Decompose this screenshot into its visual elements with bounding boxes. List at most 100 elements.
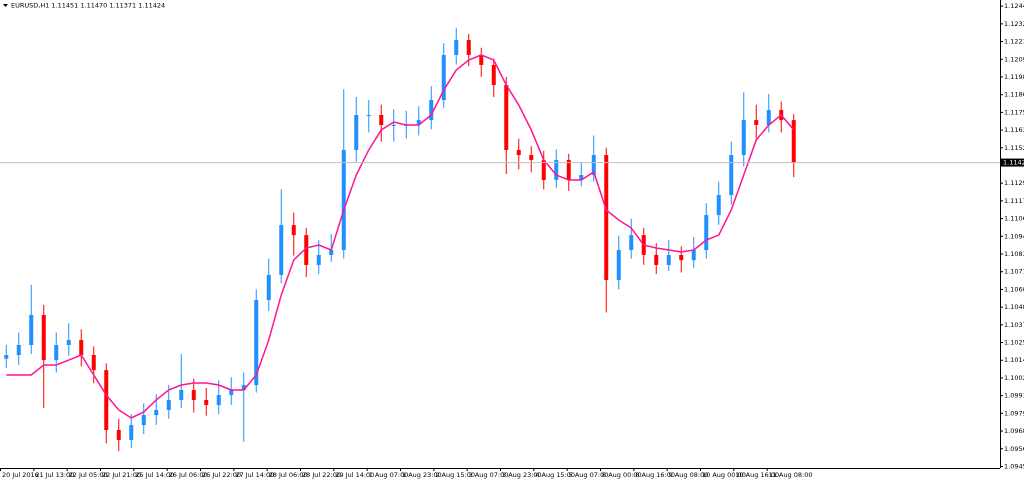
y-tick-label: 1.11060 — [1004, 215, 1024, 223]
y-tick-label: 1.10715 — [1004, 268, 1024, 276]
menu-triangle — [3, 4, 8, 7]
candle-body — [791, 120, 796, 163]
candle-body — [66, 340, 71, 345]
y-tick-label: 1.09565 — [1004, 445, 1024, 453]
y-tick-label: 1.11635 — [1004, 126, 1024, 134]
y-tick-label: 1.11290 — [1004, 179, 1024, 187]
x-tick-label: 29 Jul 14:00 — [335, 471, 374, 479]
candle-body — [216, 395, 221, 406]
candle-body — [766, 110, 771, 126]
x-tick-label: 9 Aug 08:00 — [669, 471, 709, 479]
candle-body — [716, 195, 721, 216]
candle-body — [41, 314, 46, 361]
y-tick-label: 1.11175 — [1004, 197, 1024, 205]
x-tick-label: 10 Aug 16:00 — [735, 471, 779, 479]
y-tick-label: 1.10025 — [1004, 374, 1024, 382]
candle-body — [316, 254, 321, 265]
current-price-box — [1001, 158, 1024, 167]
candle-body — [629, 235, 634, 251]
candle-body — [141, 415, 146, 426]
y-tick-label: 1.10600 — [1004, 285, 1024, 293]
y-tick-label: 1.09450 — [1004, 462, 1024, 470]
x-tick-label: 22 Jul 21:00 — [102, 471, 141, 479]
candle-body — [391, 125, 396, 127]
candle-body — [329, 250, 334, 255]
candle-body — [204, 399, 209, 406]
x-tick-label: 22 Jul 05:00 — [69, 471, 108, 479]
y-tick-label: 1.12095 — [1004, 55, 1024, 63]
y-tick-label: 1.10830 — [1004, 250, 1024, 258]
candle-body — [191, 389, 196, 400]
y-tick-label: 1.10945 — [1004, 232, 1024, 240]
candle-body — [566, 159, 571, 180]
candle-body — [116, 429, 121, 440]
candle-body — [479, 54, 484, 65]
x-tick-label: 8 Aug 16:00 — [635, 471, 675, 479]
x-tick-label: 8 Aug 00:00 — [602, 471, 642, 479]
candle-body — [91, 355, 96, 371]
candle-body — [616, 250, 621, 281]
candle-body — [416, 120, 421, 126]
x-tick-label: 26 Jul 22:00 — [202, 471, 241, 479]
candle-body — [54, 344, 59, 361]
candle-body — [679, 254, 684, 261]
x-tick-label: 2 Aug 15:00 — [435, 471, 475, 479]
candle-body — [304, 235, 309, 265]
candle-body — [254, 300, 259, 386]
candle-body — [229, 389, 234, 396]
candle-body — [729, 155, 734, 196]
x-tick-label: 26 Jul 06:00 — [169, 471, 208, 479]
candle-body — [279, 225, 284, 275]
x-tick-label: 3 Aug 23:00 — [502, 471, 542, 479]
chart-title: EURUSD,H1 1.11451 1.11470 1.11371 1.1142… — [11, 2, 165, 10]
candle-body — [79, 340, 84, 356]
y-tick-label: 1.09795 — [1004, 409, 1024, 417]
y-tick-label: 1.11520 — [1004, 144, 1024, 152]
candle-body — [266, 274, 271, 301]
candle-body — [354, 114, 359, 150]
candle-body — [591, 155, 596, 176]
candle-body — [179, 389, 184, 400]
x-tick-label: 27 Jul 14:00 — [235, 471, 274, 479]
x-tick-label: 20 Jul 2016 — [2, 471, 39, 479]
y-tick-label: 1.10255 — [1004, 339, 1024, 347]
candle-body — [604, 155, 609, 281]
candle-body — [466, 40, 471, 55]
candle-body — [366, 114, 371, 116]
candle-body — [154, 409, 159, 416]
moving-average-line — [6, 54, 795, 419]
candle-body — [166, 399, 171, 410]
y-tick-label: 1.11865 — [1004, 91, 1024, 99]
x-tick-label: 28 Jul 22:00 — [302, 471, 341, 479]
candle-body — [291, 225, 296, 236]
y-tick-label: 1.12325 — [1004, 20, 1024, 28]
candle-body — [441, 54, 446, 101]
candle-body — [341, 149, 346, 251]
y-tick-label: 1.09910 — [1004, 392, 1024, 400]
x-tick-label: 21 Jul 13:00 — [35, 471, 74, 479]
y-tick-label: 1.10485 — [1004, 303, 1024, 311]
x-tick-label: 28 Jul 06:00 — [269, 471, 308, 479]
candle-body — [241, 385, 246, 390]
x-tick-label: 1 Aug 23:00 — [402, 471, 442, 479]
x-tick-label: 3 Aug 07:00 — [469, 471, 509, 479]
y-tick-label: 1.12440 — [1004, 2, 1024, 10]
x-tick-label: 11 Aug 08:00 — [769, 471, 813, 479]
y-tick-label: 1.11750 — [1004, 108, 1024, 116]
candle-body — [654, 254, 659, 265]
candle-body — [554, 159, 559, 180]
candle-body — [16, 344, 21, 356]
candle-body — [741, 120, 746, 156]
candle-body — [541, 159, 546, 180]
x-tick-label: 25 Jul 14:00 — [135, 471, 174, 479]
candle-body — [429, 100, 434, 121]
x-tick-label: 4 Aug 15:00 — [535, 471, 575, 479]
x-tick-label: 5 Aug 07:00 — [569, 471, 609, 479]
candle-body — [754, 120, 759, 126]
x-tick-label: 1 Aug 07:00 — [369, 471, 409, 479]
y-tick-label: 1.11980 — [1004, 73, 1024, 81]
candle-body — [704, 215, 709, 251]
current-price-label: 1.11424 — [1003, 159, 1024, 167]
